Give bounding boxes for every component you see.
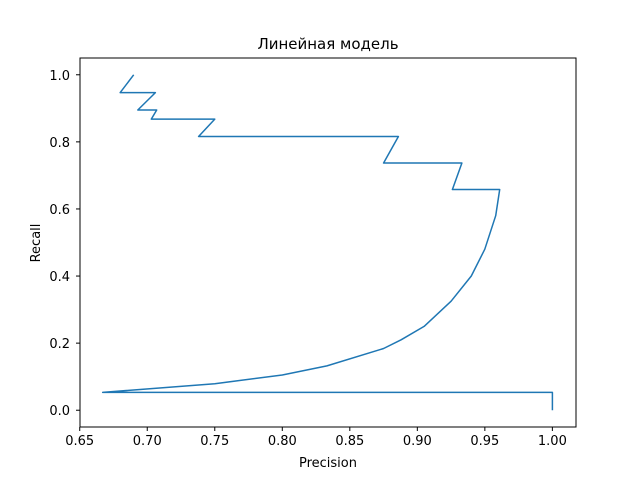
y-axis-label: Recall	[29, 224, 44, 263]
x-tick-label: 0.75	[200, 434, 229, 449]
x-tick-label: 0.85	[335, 434, 364, 449]
y-tick-label: 0.4	[49, 270, 70, 285]
y-tick-label: 1.0	[49, 69, 70, 84]
x-axis-ticks: 0.65 0.70 0.75 0.80 0.85 0.90 0.95 1.00	[65, 427, 567, 449]
x-tick-label: 0.70	[133, 434, 162, 449]
series-lines	[101, 74, 554, 411]
chart-title: Линейная модель	[257, 35, 398, 53]
y-tick-label: 0.0	[49, 404, 70, 419]
y-axis-ticks: 0.0 0.2 0.4 0.6 0.8 1.0	[49, 69, 80, 419]
plot-frame	[79, 57, 577, 428]
pr-curve-line	[101, 74, 554, 411]
x-tick-label: 0.65	[65, 434, 94, 449]
x-axis-label: Precision	[299, 456, 357, 471]
x-tick-label: 0.80	[268, 434, 297, 449]
x-tick-label: 0.90	[403, 434, 432, 449]
x-tick-label: 0.95	[470, 434, 499, 449]
y-tick-label: 0.2	[49, 337, 70, 352]
y-tick-label: 0.6	[49, 203, 70, 218]
x-tick-label: 1.00	[538, 434, 567, 449]
y-tick-label: 0.8	[49, 136, 70, 151]
